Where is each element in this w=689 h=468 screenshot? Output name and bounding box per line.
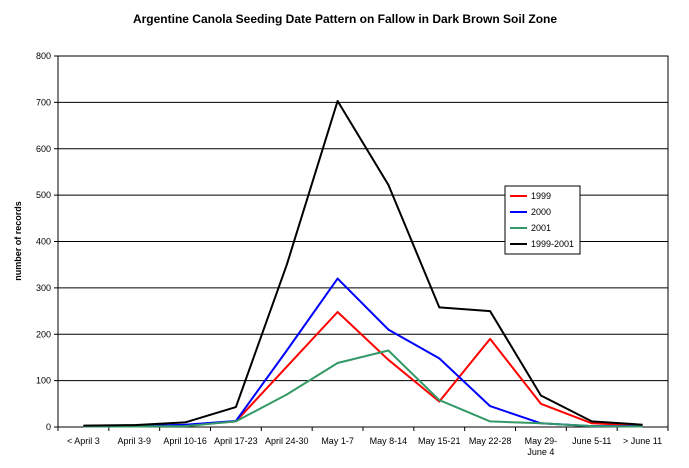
x-tick-label: < April 3 — [67, 436, 100, 446]
y-axis-label: number of records — [13, 201, 23, 281]
x-tick-label: May 1-7 — [321, 436, 354, 446]
legend-entry: 2001 — [531, 223, 551, 233]
y-tick-label: 0 — [46, 422, 51, 432]
y-tick-label: 200 — [36, 329, 51, 339]
legend-box — [504, 185, 581, 255]
series-line-1999-2001 — [83, 100, 643, 427]
legend-entry: 2000 — [531, 207, 551, 217]
legend-entry: 1999 — [531, 191, 551, 201]
x-tick-label: May 8-14 — [370, 436, 408, 446]
y-tick-label: 500 — [36, 190, 51, 200]
y-tick-label: 700 — [36, 97, 51, 107]
y-tick-label: 300 — [36, 283, 51, 293]
x-tick-label: May 29-June 4 — [525, 436, 558, 457]
x-tick-label: April 10-16 — [163, 436, 207, 446]
legend-entry: 1999-2001 — [531, 239, 574, 249]
legend: 1999 2000 2001 1999-2001 — [504, 185, 581, 255]
series-line-2001 — [83, 349, 643, 428]
gridlines — [58, 101, 668, 382]
series-line-1999 — [83, 311, 643, 428]
x-tick-label: May 15-21 — [418, 436, 461, 446]
y-tick-label: 800 — [36, 51, 51, 61]
chart-title: Argentine Canola Seeding Date Pattern on… — [133, 12, 557, 26]
x-tick-label: June 5-11 — [572, 436, 611, 446]
x-axis: < April 3 April 3-9 April 10-16 April 17-23… — [57, 427, 669, 457]
y-axis: 0 100 200 300 400 500 600 700 800 — [36, 51, 58, 432]
y-tick-label: 400 — [36, 237, 51, 247]
x-tick-label: April 24-30 — [265, 436, 309, 446]
y-tick-label: 600 — [36, 144, 51, 154]
x-tick-label: May 22-28 — [469, 436, 512, 446]
x-tick-label: April 3-9 — [117, 436, 151, 446]
x-tick-label: April 17-23 — [214, 436, 258, 446]
x-tick-label: > June 11 — [623, 436, 662, 446]
series-lines — [83, 100, 643, 428]
y-tick-label: 100 — [36, 376, 51, 386]
